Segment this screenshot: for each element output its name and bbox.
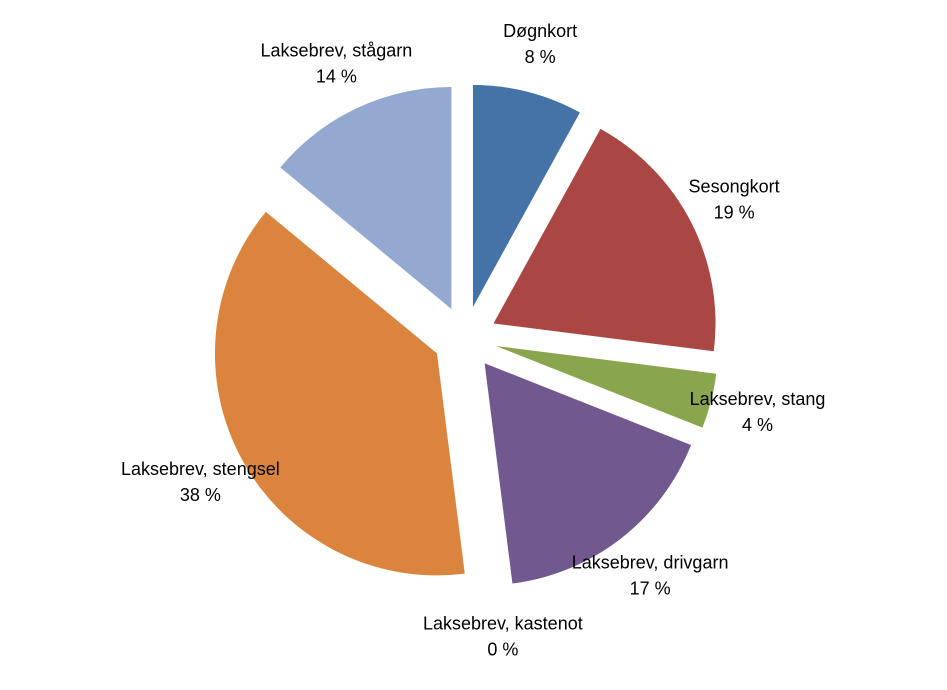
slice-value-label: 19 % xyxy=(714,203,755,223)
slice-value-label: 17 % xyxy=(630,578,671,598)
slice-label: Laksebrev, kastenot xyxy=(423,613,583,633)
pie-slice xyxy=(495,345,717,428)
slice-label: Døgnkort xyxy=(503,21,577,41)
slice-label: Sesongkort xyxy=(689,177,780,197)
slice-label: Laksebrev, stågarn xyxy=(261,40,413,60)
slice-value-label: 4 % xyxy=(742,415,773,435)
slice-value-label: 14 % xyxy=(316,66,357,86)
slice-label: Laksebrev, stengsel xyxy=(121,459,280,479)
slice-value-label: 38 % xyxy=(180,485,221,505)
pie-slice xyxy=(484,363,692,584)
slice-label: Laksebrev, drivgarn xyxy=(572,552,729,572)
slice-value-label: 0 % xyxy=(487,639,518,659)
pie-slice xyxy=(280,87,452,310)
slice-value-label: 8 % xyxy=(525,47,556,67)
pie-slice xyxy=(214,211,465,576)
pie-slice xyxy=(493,128,716,352)
slice-label: Laksebrev, stang xyxy=(690,389,826,409)
pie-slice xyxy=(472,85,580,308)
